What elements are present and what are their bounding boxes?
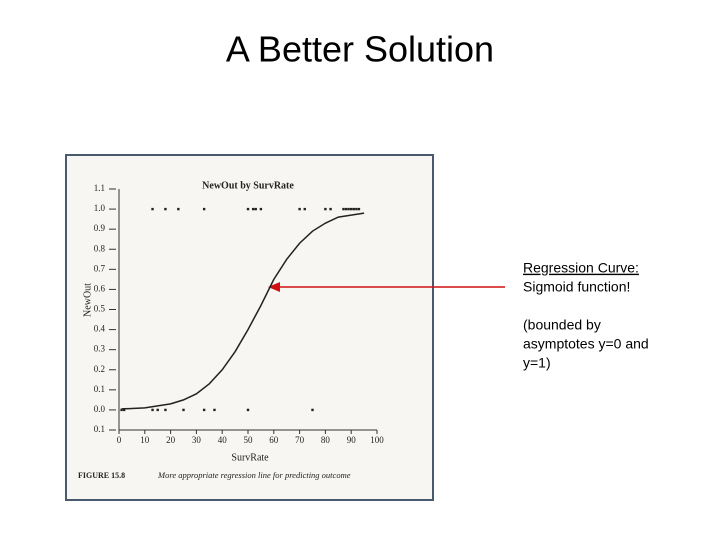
y-tick-label: 0.1: [94, 424, 105, 434]
x-tick-label: 100: [370, 435, 384, 445]
y-tick-label: 0.6: [94, 283, 106, 293]
point: [213, 408, 216, 412]
y-tick-label: 0.2: [94, 364, 105, 374]
point: [357, 207, 361, 211]
point: [202, 408, 206, 412]
point: [246, 408, 250, 412]
point: [347, 207, 350, 211]
figure-caption: More appropriate regression line for pre…: [157, 470, 351, 480]
point: [342, 207, 345, 211]
x-tick-label: 70: [295, 435, 305, 445]
x-tick-label: 30: [192, 435, 202, 445]
point: [350, 207, 353, 211]
y-tick-label: 0.7: [94, 263, 106, 273]
point: [352, 207, 355, 211]
annotation-line: (bounded by: [523, 317, 601, 333]
annotation-line: Sigmoid function!: [523, 279, 630, 295]
x-tick-label: 90: [347, 435, 357, 445]
point: [177, 207, 180, 211]
y-tick-label: 1.0: [94, 203, 106, 213]
point: [151, 207, 154, 211]
y-axis-label: NewOut: [82, 283, 93, 317]
x-axis-label: SurvRate: [231, 452, 269, 463]
y-tick-label: 0.4: [94, 324, 106, 334]
point: [251, 207, 255, 211]
point: [164, 408, 167, 412]
point: [156, 408, 159, 412]
point: [254, 207, 257, 211]
point: [246, 207, 250, 211]
annotation-line: y=1): [523, 355, 551, 371]
point: [344, 207, 348, 211]
x-tick-label: 0: [117, 435, 122, 445]
y-tick-label: 0.1: [94, 384, 105, 394]
x-tick-label: 20: [166, 435, 176, 445]
x-tick-label: 10: [140, 435, 150, 445]
slide-title: A Better Solution: [226, 29, 494, 70]
point: [120, 408, 123, 412]
point: [202, 207, 206, 211]
point: [122, 408, 126, 412]
point: [164, 207, 167, 211]
point: [298, 207, 301, 211]
x-tick-label: 60: [269, 435, 279, 445]
y-tick-label: 0.9: [94, 223, 106, 233]
y-tick-label: 0.3: [94, 344, 106, 354]
x-tick-label: 40: [218, 435, 228, 445]
point: [311, 408, 314, 412]
regression-curve: [121, 212, 365, 410]
chart-title: NewOut by SurvRate: [202, 180, 294, 191]
point: [182, 408, 185, 412]
x-tick-label: 80: [321, 435, 331, 445]
y-tick-label: 1.1: [94, 183, 105, 193]
point: [329, 207, 332, 211]
figure-label: FIGURE 15.8: [78, 471, 125, 480]
point: [324, 207, 327, 211]
y-tick-label: 0.0: [94, 404, 106, 414]
y-tick-label: 0.8: [94, 243, 106, 253]
point: [259, 207, 263, 211]
point: [355, 207, 358, 211]
point: [303, 207, 306, 211]
y-tick-label: 0.5: [94, 304, 106, 314]
x-tick-label: 50: [244, 435, 254, 445]
annotation-line: asymptotes y=0 and: [523, 336, 649, 352]
annotation-heading: Regression Curve:: [523, 260, 639, 276]
point: [151, 408, 154, 412]
arrow-head: [268, 282, 280, 292]
